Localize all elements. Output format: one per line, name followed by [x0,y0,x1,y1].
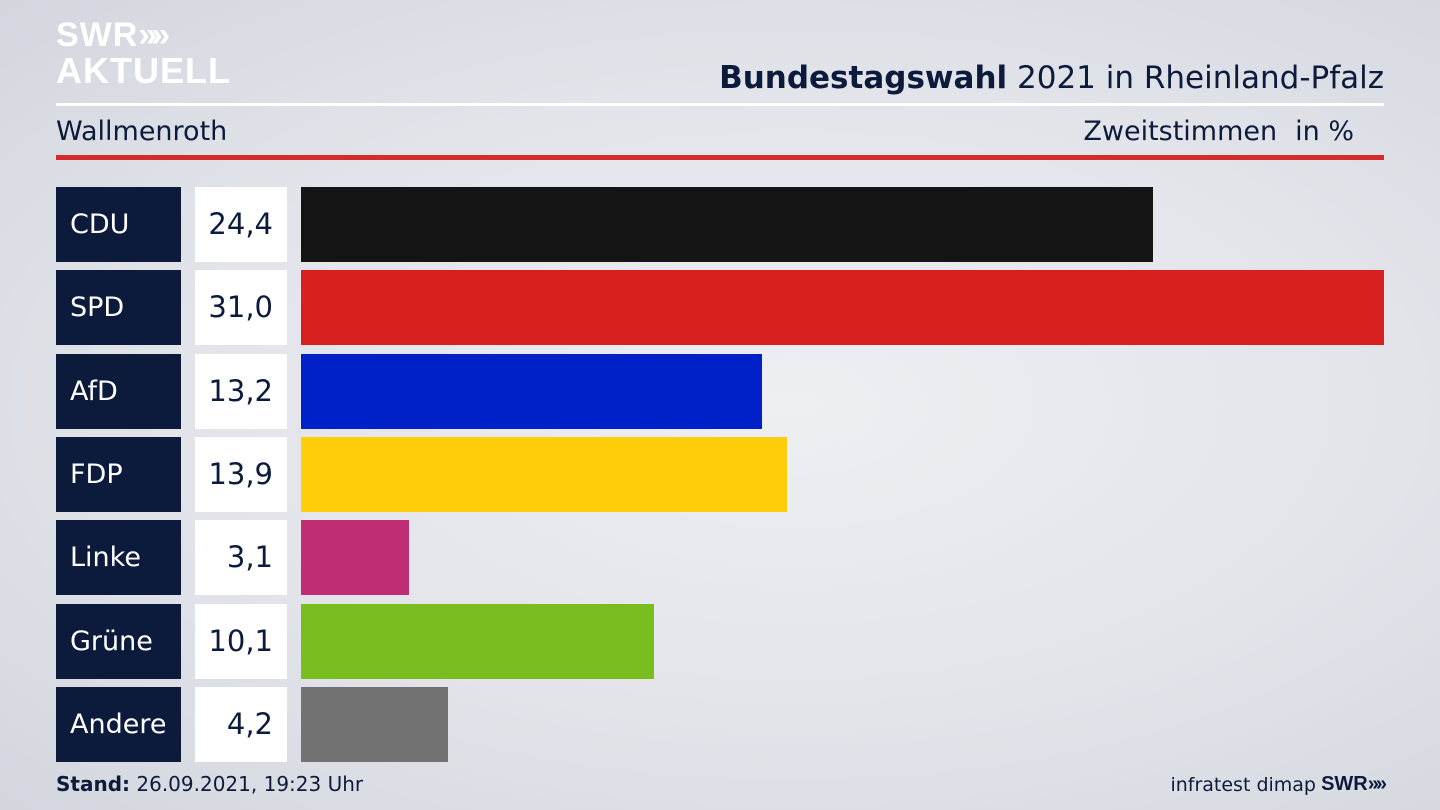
bar [301,270,1384,345]
title-bold: Bundestagswahl [719,60,1008,96]
data-label: 24,4 [195,187,287,262]
bar [301,604,654,679]
party-label: SPD [56,270,181,345]
data-label: 13,9 [195,437,287,512]
bar [301,354,762,429]
chart-row: AfD 13,2 [56,354,1384,429]
bar [301,437,787,512]
chart-row: SPD 31,0 [56,270,1384,345]
party-label: Andere [56,687,181,762]
chart-row: Grüne 10,1 [56,604,1384,679]
timestamp: Stand: 26.09.2021, 19:23 Uhr [56,770,363,798]
page-title: Bundestagswahl 2021 in Rheinland-Pfalz [719,58,1384,98]
chart-row: Linke 3,1 [56,520,1384,595]
vote-type: Zweitstimmen [1083,116,1278,147]
unit-label: in % [1295,116,1354,147]
party-label: FDP [56,437,181,512]
logo-chevron-icon: » [151,16,170,54]
logo-swr-text: SWR [56,16,139,54]
party-label: Linke [56,520,181,595]
chart-row: FDP 13,9 [56,437,1384,512]
data-label: 31,0 [195,270,287,345]
data-label: 4,2 [195,687,287,762]
bar [301,687,448,762]
party-label: CDU [56,187,181,262]
chart-row: CDU 24,4 [56,187,1384,262]
data-label: 10,1 [195,604,287,679]
logo-aktuell-text: AKTUELL [56,50,231,91]
divider-red [56,155,1384,160]
source-label: infratest dimap [1170,774,1316,796]
party-label: Grüne [56,604,181,679]
swr-aktuell-logo: SWR»» AKTUELL [56,16,230,90]
data-label: 3,1 [195,520,287,595]
title-rest: 2021 in Rheinland-Pfalz [1007,60,1384,96]
data-label: 13,2 [195,354,287,429]
measure-label: Zweitstimmen in % [1083,114,1354,150]
footer-chevron-icon: » [1367,773,1379,795]
party-label: AfD [56,354,181,429]
swr-footer-logo: SWR»» [1321,770,1387,798]
footer-logo-text: SWR [1321,773,1368,795]
chart-row: Andere 4,2 [56,687,1384,762]
footer-chevron-icon: » [1375,773,1387,795]
municipality-name: Wallmenroth [56,116,228,147]
bar [301,187,1153,262]
divider-white [56,103,1384,106]
stand-value: 26.09.2021, 19:23 Uhr [130,772,364,796]
bar [301,520,409,595]
logo-chevron-icon: » [138,16,157,54]
stand-label: Stand: [56,772,131,796]
